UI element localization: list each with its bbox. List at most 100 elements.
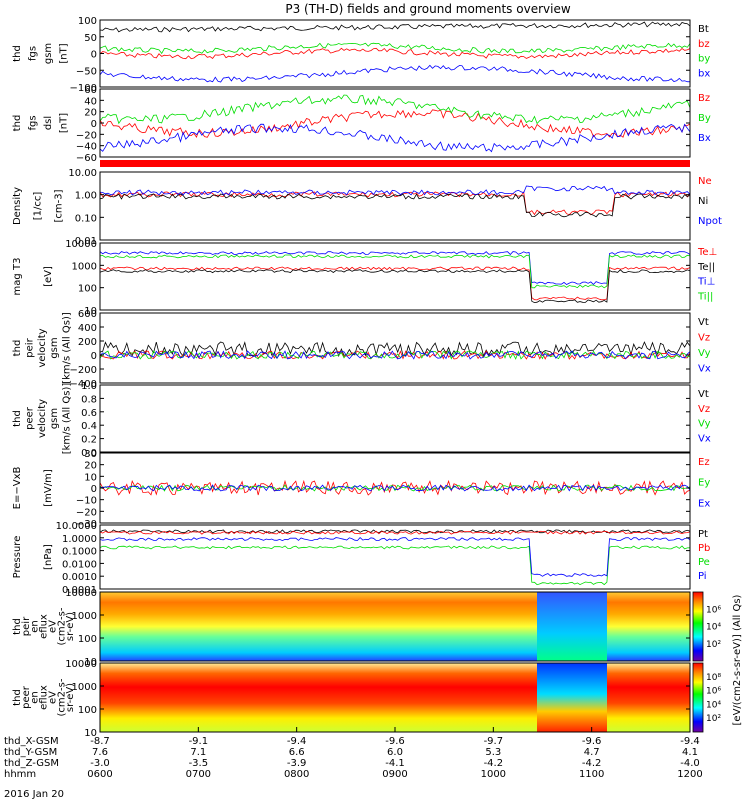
colorbar-label: [eV/(cm2-s-sr-eV)] (All Qs) [732, 594, 743, 725]
panel-density: Ne Ni Npot 10.00 1.00 0.10 0.01 Density [1/cc] [c… [12, 168, 722, 247]
panel-peer-spec: 10⁸ 10⁶ 10⁴ 10² 10000 1000 100 10 thdpeereneflux… [12, 659, 721, 739]
y-tick-label: 0 [91, 484, 97, 495]
y-tick-label: −20 [76, 130, 97, 141]
y-axis-label: mag T3 [12, 258, 23, 296]
y-tick-label: 10.0000 [56, 521, 97, 532]
legend-label: Pi [698, 571, 707, 582]
y-axis-label: eV [47, 620, 58, 633]
series-line-Pe [99, 545, 691, 586]
series-line-Npot [99, 185, 691, 196]
x-row-label: thd_Z-GSM [4, 758, 59, 769]
x-tick-label: -4.2 [582, 758, 602, 769]
legend-label: Vx [698, 364, 711, 375]
x-row-label: hhmm [4, 769, 36, 780]
x-tick-label: 0900 [382, 769, 407, 780]
y-tick-label: 0.0 [81, 448, 97, 459]
x-tick-label: 1000 [481, 769, 506, 780]
y-tick-label: 0.0010 [62, 572, 97, 583]
y-axis-label: (cm2-s- [56, 607, 67, 645]
y-axis-label: gsm [49, 408, 60, 429]
series-line-Bz [99, 109, 691, 138]
y-axis-label: [nT] [59, 43, 70, 63]
legend-label: Vz [698, 404, 710, 415]
y-axis-label: sr-eV) [65, 612, 76, 641]
series-line-Pb [99, 530, 691, 535]
spectrogram-gap [537, 592, 607, 661]
x-row-label: thd_Y-GSM [4, 747, 57, 758]
y-axis-label: gsm [49, 337, 60, 358]
y-axis-label: eflux [39, 685, 50, 710]
x-tick-label: 1100 [579, 769, 604, 780]
y-tick-label: −50 [76, 66, 97, 77]
y-tick-label: 10.00 [68, 168, 97, 179]
y-axis-label: (cm2-s- [56, 678, 67, 716]
series-line-Ti⊥ [99, 251, 691, 285]
y-tick-label: 10 [84, 657, 97, 668]
colorbar-tick-label: 10⁶ [706, 687, 721, 697]
y-tick-label: 0 [91, 50, 97, 61]
y-axis-label: [cm-3] [53, 189, 64, 222]
colorbar-tick-label: 10⁴ [706, 623, 721, 633]
series-line-by [99, 42, 691, 55]
legend-label: Pe [698, 557, 710, 568]
series-line-Pi [99, 537, 691, 577]
y-tick-label: 10 [84, 306, 97, 317]
y-axis-label: sr-eV) [65, 683, 76, 712]
y-tick-label: 40 [84, 96, 97, 107]
y-tick-label: −20 [76, 507, 97, 518]
y-tick-label: 1000 [72, 682, 97, 693]
panel-frame [99, 384, 691, 453]
y-axis-label: thd [12, 410, 23, 427]
panel-frame [99, 88, 691, 158]
y-tick-label: 0.01 [75, 236, 97, 247]
y-axis-label: [nT] [59, 113, 70, 133]
legend-label: Bz [698, 93, 710, 104]
panel-frame [99, 524, 691, 590]
panel-frame [99, 591, 691, 662]
legend-label: Bt [698, 24, 709, 35]
legend-label: Ez [698, 457, 710, 468]
colorbar-tick-label: 10² [706, 714, 721, 724]
y-tick-label: 60 [84, 85, 97, 96]
y-tick-label: 400 [78, 323, 97, 334]
y-axis-label: thd [12, 340, 23, 357]
legend-label: Ey [698, 478, 710, 489]
y-axis-label: velocity [37, 328, 48, 367]
series-line-Vx [99, 350, 691, 360]
x-tick-label: 5.3 [485, 747, 501, 758]
y-tick-label: 100 [78, 705, 97, 716]
y-axis-label: en [30, 620, 41, 633]
y-tick-label: 1000 [72, 611, 97, 622]
y-tick-label: 0 [91, 351, 97, 362]
legend-label: Vy [698, 348, 711, 359]
x-tick-label: -4.0 [680, 758, 700, 769]
y-axis-label: [1/cc] [33, 192, 44, 221]
colorbar [692, 591, 704, 662]
y-tick-label: 20 [84, 108, 97, 119]
y-tick-label: −200 [70, 365, 97, 376]
y-tick-label: 0.2 [81, 435, 97, 446]
legend-label: Bx [698, 133, 711, 144]
x-tick-label: -4.2 [484, 758, 504, 769]
y-tick-label: 0.1000 [62, 547, 97, 558]
y-axis-label: eflux [39, 614, 50, 639]
legend-label: Ne [698, 176, 712, 187]
y-axis-label: thd [12, 689, 23, 706]
legend-label: Vt [698, 317, 709, 328]
y-tick-label: −400 [70, 379, 97, 390]
x-tick-label: 1200 [677, 769, 702, 780]
y-axis-label: [nPa] [43, 544, 54, 570]
panel-peer-velocity: Vt Vz Vy Vx 1.0 0.8 0.6 0.4 0.2 0.0 thd peer velocit… [12, 381, 711, 459]
series-line-Vt [99, 341, 691, 358]
y-axis-label: fgs [28, 115, 39, 130]
y-tick-label: 1.00 [75, 191, 97, 202]
chart-title: P3 (TH-D) fields and ground moments over… [285, 2, 570, 16]
legend-label: Ex [698, 498, 710, 509]
y-axis-label: peer [21, 685, 32, 709]
series-line-Ne [99, 191, 691, 216]
y-axis-label: Density [12, 187, 23, 225]
x-tick-label: -9.6 [385, 736, 405, 747]
y-tick-label: 10 [84, 728, 97, 739]
